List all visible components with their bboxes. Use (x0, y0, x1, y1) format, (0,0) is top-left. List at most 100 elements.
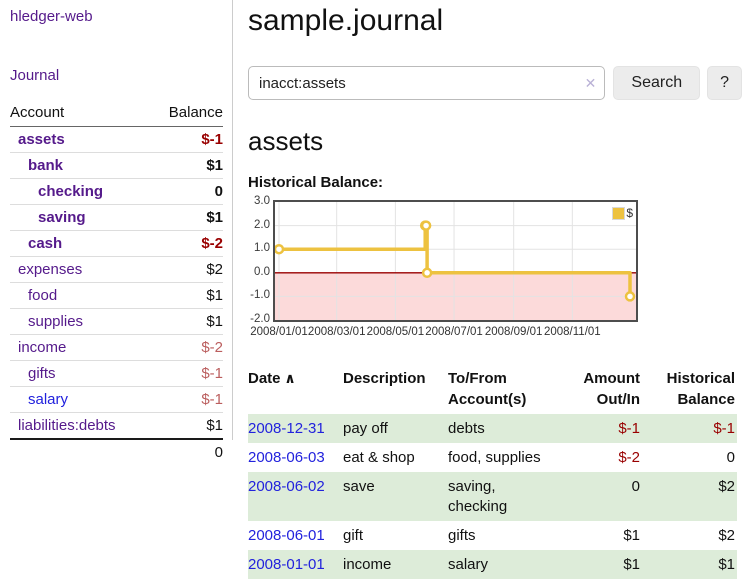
register-column-header: To/From Account(s) (448, 370, 527, 408)
account-link[interactable]: salary (28, 391, 69, 408)
transaction-row: 2008-01-01 income salary $1 $1 (248, 550, 737, 579)
search-bar: ✕ Search ? (248, 66, 742, 100)
sidebar: hledger-web Journal Account Balance asse… (0, 0, 233, 465)
account-link[interactable]: saving (38, 209, 86, 226)
y-axis-tick-label: 1.0 (254, 242, 270, 255)
brand-link[interactable]: hledger-web (10, 8, 93, 25)
transaction-description: income (343, 556, 392, 573)
account-row: expenses $2 (10, 256, 223, 283)
account-balance: $-1 (150, 360, 223, 387)
page-title: sample.journal (248, 4, 444, 37)
account-balance: $1 (150, 308, 223, 335)
y-axis-tick-label: -2.0 (250, 313, 270, 325)
register-column-header[interactable]: Date ∧ (248, 370, 296, 387)
account-link[interactable]: liabilities:debts (18, 417, 116, 434)
register-column-header: Historical Balance (666, 370, 735, 408)
transaction-balance: $-1 (713, 420, 735, 437)
register-table-header: Date ∧ Description To/From Account(s) Amount… (248, 364, 737, 414)
account-balance: $-2 (150, 230, 223, 257)
search-field-wrap: ✕ (248, 66, 606, 100)
transaction-date-link[interactable]: 2008-06-03 (248, 449, 325, 466)
main-content: sample.journal ✕ Search ? assets Histori… (248, 0, 742, 579)
x-axis-tick-label: 2008/03/01 (307, 326, 366, 338)
account-balance: $1 (150, 412, 223, 439)
x-axis-tick-label: 2008/05/01 (366, 326, 425, 338)
account-row: saving $1 (10, 204, 223, 231)
legend-label: $ (626, 206, 633, 220)
account-row: food $1 (10, 282, 223, 309)
transaction-row: 2008-12-31 pay off debts $-1 $-1 (248, 414, 737, 443)
transaction-date-link[interactable]: 2008-12-31 (248, 420, 325, 437)
transaction-description: pay off (343, 420, 388, 437)
account-link[interactable]: cash (28, 235, 63, 252)
account-tree: Account Balance assets $-1 bank $1 checking 0… (10, 100, 223, 465)
transaction-accounts: debts (448, 420, 485, 437)
transaction-row: 2008-06-03 eat & shop food, supplies $-2 0 (248, 443, 737, 472)
account-balance: $1 (150, 204, 223, 231)
account-link[interactable]: food (28, 287, 58, 304)
account-row: checking 0 (10, 178, 223, 205)
total-balance: 0 (150, 438, 223, 465)
account-row: income $-2 (10, 334, 223, 361)
account-rows: assets $-1 bank $1 checking 0 saving $1 cash $-2 e… (10, 127, 223, 439)
account-balance: 0 (150, 178, 223, 205)
account-link[interactable]: bank (28, 157, 64, 174)
transaction-amount: $1 (623, 556, 640, 573)
account-link[interactable]: income (18, 339, 67, 356)
account-link[interactable]: expenses (18, 261, 83, 278)
register-column-header: Description (343, 370, 426, 387)
account-row: salary $-1 (10, 386, 223, 413)
sidebar-item-journal[interactable]: Journal (10, 67, 60, 84)
x-axis-tick-label: 2008/09/01 (484, 326, 543, 338)
account-balance: $-2 (150, 334, 223, 361)
transaction-description: eat & shop (343, 449, 415, 466)
search-input[interactable] (248, 66, 606, 100)
account-row: liabilities:debts $1 (10, 412, 223, 439)
y-axis-tick-label: 0.0 (254, 265, 270, 278)
account-balance: $-1 (201, 131, 223, 148)
chart-legend: $ (612, 206, 633, 220)
account-link[interactable]: checking (38, 183, 104, 200)
transaction-description: save (343, 478, 375, 495)
search-button[interactable]: Search (613, 66, 701, 100)
sort-asc-icon[interactable]: ∧ (280, 370, 296, 386)
y-axis-tick-label: 2.0 (254, 218, 270, 231)
account-row: supplies $1 (10, 308, 223, 335)
transaction-accounts: salary (448, 556, 489, 573)
account-balance: $1 (150, 282, 223, 309)
transaction-accounts: food, supplies (448, 449, 541, 466)
legend-swatch-icon (612, 206, 626, 220)
total-row: 0 (10, 438, 223, 465)
account-link[interactable]: assets (18, 131, 65, 148)
transaction-accounts: gifts (448, 527, 476, 544)
x-axis-tick-label: 2008/11/01 (543, 326, 601, 338)
account-link[interactable]: supplies (28, 313, 84, 330)
transaction-amount: $-2 (618, 449, 640, 466)
transaction-amount: 0 (631, 478, 640, 495)
account-balance: $-1 (150, 386, 223, 413)
transaction-amount: $1 (623, 527, 640, 544)
transaction-date-link[interactable]: 2008-01-01 (248, 556, 325, 573)
account-balance: $2 (150, 256, 223, 283)
y-axis-tick-label: -1.0 (250, 289, 270, 302)
y-axis-tick-label: 3.0 (254, 195, 270, 207)
balance-chart: 3.0 2.0 1.0 0.0 -1.0 -2.0 $ 2008/01/01 2008/03… (248, 195, 742, 345)
transaction-date-link[interactable]: 2008-06-02 (248, 478, 325, 495)
transaction-balance: 0 (726, 449, 735, 466)
register-rows: 2008-12-31 pay off debts $-1 $-1 2008-06-03 ea… (248, 414, 737, 579)
chart-canvas (275, 202, 636, 320)
account-balance: $1 (150, 152, 223, 179)
transaction-balance: $2 (718, 527, 735, 544)
account-link[interactable]: gifts (28, 365, 56, 382)
register-column-header: Amount Out/In (583, 370, 640, 408)
transaction-date-link[interactable]: 2008-06-01 (248, 527, 325, 544)
account-tree-header: Account Balance (10, 100, 223, 127)
register-heading: assets (248, 126, 324, 156)
chart-title: Historical Balance: (248, 174, 384, 191)
clear-search-icon[interactable]: ✕ (584, 75, 597, 91)
x-axis-tick-label: 2008/01/01 (250, 326, 308, 338)
transaction-balance: $1 (718, 556, 735, 573)
help-button[interactable]: ? (707, 66, 742, 100)
transaction-accounts: saving, checking (448, 478, 508, 515)
account-column-header: Account (10, 100, 151, 127)
